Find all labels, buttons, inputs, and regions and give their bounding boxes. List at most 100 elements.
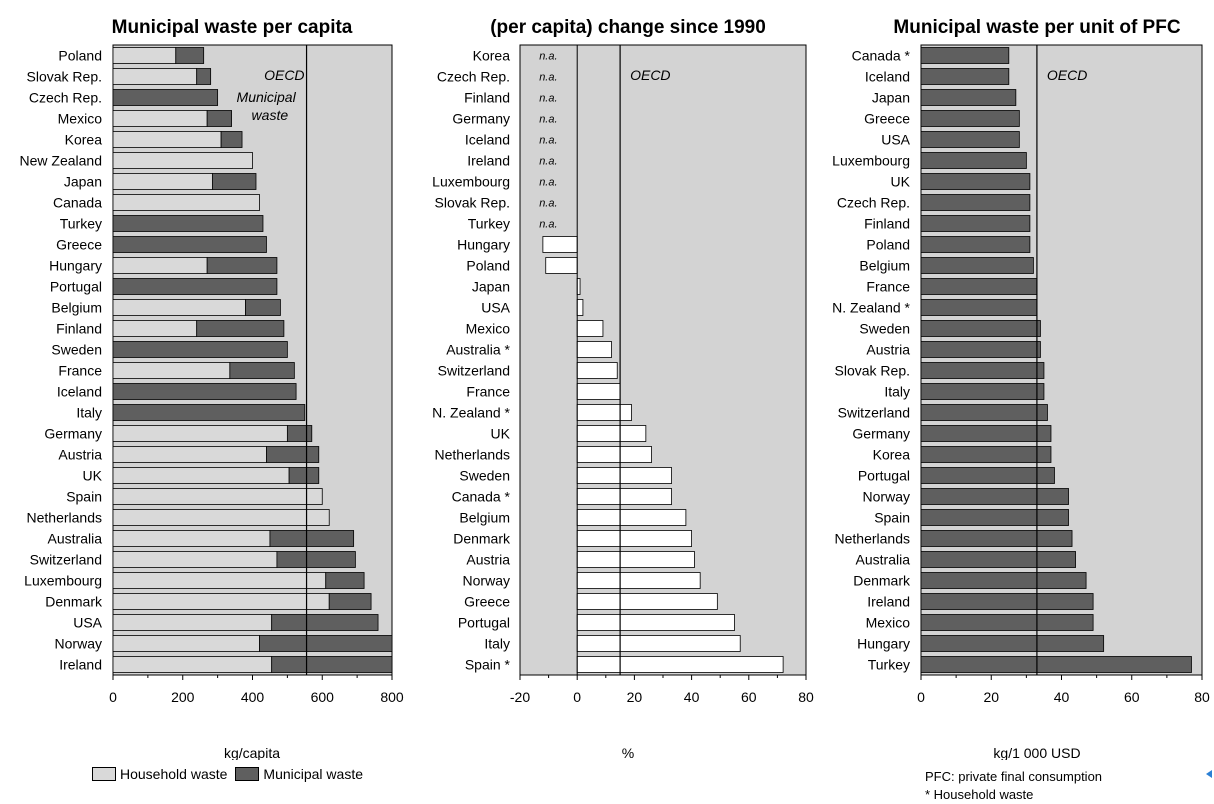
panel1-x-axis-label: kg/capita: [224, 745, 280, 760]
panel1-category-label: Canada: [53, 195, 102, 211]
panel1-category-label: Czech Rep.: [29, 90, 102, 106]
panel3-category-label: Korea: [873, 447, 911, 463]
panel2-bar: [576, 488, 672, 505]
panel2-bar: [576, 404, 632, 421]
panel1-oecd-label: OECD: [264, 67, 304, 83]
panel2-na-label: n.a.: [539, 114, 557, 126]
panel2-tick-label: 40: [684, 689, 700, 705]
panel1-category-label: UK: [83, 468, 103, 484]
panel1-oecd-label-3: waste: [252, 107, 289, 123]
legend-swatch-municipal: [235, 767, 260, 781]
panel1-category-label: Finland: [56, 321, 102, 337]
panel2-category-label: Poland: [466, 258, 510, 274]
panel1-bar-municipal: [112, 341, 288, 358]
panel2-bar: [576, 551, 695, 568]
panel1-bar-household: [112, 152, 253, 169]
panel2-na-label: n.a.: [539, 93, 557, 105]
panel2-category-label: France: [466, 384, 510, 400]
panel1-category-label: Switzerland: [30, 552, 102, 568]
panel2-oecd-label: OECD: [630, 67, 670, 83]
panel1-category-label: Poland: [58, 48, 102, 64]
panel1-category-label: Japan: [64, 174, 102, 190]
panel1-bar-municipal: [206, 257, 278, 274]
note-pfc: PFC: private final consumption: [925, 769, 1103, 784]
panel2-bar: [576, 467, 672, 484]
legend-label-household: Household waste: [120, 766, 228, 782]
panel3-category-label: Switzerland: [838, 405, 910, 421]
panel3-category-label: Poland: [866, 237, 910, 253]
panel3-bar: [920, 236, 1031, 253]
panel3-category-label: Iceland: [865, 69, 910, 85]
panel2-category-label: N. Zealand *: [432, 405, 510, 421]
panel3-category-label: Norway: [863, 489, 910, 505]
panel2-tick-label: 20: [627, 689, 643, 705]
panel1-category-label: Portugal: [50, 279, 102, 295]
panel2-category-label: Czech Rep.: [437, 69, 510, 85]
panel1-category-label: Italy: [76, 405, 102, 421]
panel2-bar: [576, 509, 687, 526]
panel1-bar-household: [112, 551, 278, 568]
panel1-bar-household: [112, 488, 323, 505]
panel3-bar: [920, 509, 1069, 526]
panel2-bar: [576, 530, 693, 547]
panel1-category-label: Ireland: [59, 657, 102, 673]
panel3-bar: [920, 404, 1048, 421]
panel1-category-label: Sweden: [51, 342, 102, 358]
panel1-category-label: Belgium: [51, 300, 102, 316]
panel3-category-label: Portugal: [858, 468, 910, 484]
panel2-category-label: Norway: [463, 573, 510, 589]
panel2-category-label: Korea: [473, 48, 511, 64]
panel2-category-label: Portugal: [458, 615, 510, 631]
panel2-category-label: Mexico: [466, 321, 511, 337]
panel2-category-label: Australia *: [446, 342, 510, 358]
panel3-bar: [920, 152, 1027, 169]
panel3-bar: [920, 173, 1031, 190]
panel1-category-label: Iceland: [57, 384, 102, 400]
panel3-bar: [920, 257, 1034, 274]
panel1-category-label: Denmark: [45, 594, 103, 610]
panel3-category-label: Luxembourg: [832, 153, 910, 169]
panel1-tick-label: 200: [171, 689, 195, 705]
legend-item-municipal: Municipal waste: [235, 766, 363, 782]
panel1-bar-household: [112, 656, 273, 673]
legend-swatch-household: [92, 767, 116, 781]
chart-panels: Municipal waste per capita Poland Slovak R…: [20, 17, 1210, 761]
panel3-bar: [920, 341, 1041, 358]
panel1-category-label: Korea: [65, 132, 103, 148]
panel3-category-label: Italy: [884, 384, 910, 400]
panel2-bar: [576, 383, 621, 400]
arrow-marker-icon: [1206, 770, 1212, 778]
panel1-bar-municipal: [211, 173, 257, 190]
panel2-tick-label: 80: [798, 689, 814, 705]
panel1-bar-household: [112, 572, 327, 589]
panel1-bar-municipal: [112, 236, 267, 253]
panel1-tick-label: 400: [241, 689, 265, 705]
panel2-na-label: n.a.: [539, 135, 557, 147]
panel1-bar-household: [112, 194, 260, 211]
panel1-oecd-label-2: Municipal: [237, 89, 297, 105]
panel1-bar-municipal: [229, 362, 295, 379]
panel1-category-label: Slovak Rep.: [27, 69, 102, 85]
panel1-bar-household: [112, 509, 330, 526]
panel3-bar: [920, 530, 1073, 547]
panel3-category-label: France: [866, 279, 910, 295]
panel2-category-label: Belgium: [459, 510, 510, 526]
panel1-category-label: Mexico: [58, 111, 103, 127]
panel1-category-label: Turkey: [60, 216, 102, 232]
panel3-tick-label: 60: [1124, 689, 1140, 705]
panel2-title: (per capita) change since 1990: [490, 17, 766, 38]
panel1-bar-household: [112, 257, 208, 274]
panel3-category-label: USA: [881, 132, 910, 148]
panel1-bar-household: [112, 173, 213, 190]
panel3-bar: [920, 278, 1038, 295]
note-household: * Household waste: [925, 787, 1034, 802]
panel3-bar: [920, 299, 1038, 316]
panel1-category-label: Spain: [66, 489, 102, 505]
panel1-tick-label: 800: [380, 689, 404, 705]
panel2-bar: [576, 299, 584, 316]
panel2-bar: [576, 320, 604, 337]
panel2-category-label: Italy: [484, 636, 510, 652]
panel1-category-label: Australia: [48, 531, 103, 547]
panel2-tick-label: -20: [510, 689, 530, 705]
panel1-bar-household: [112, 320, 198, 337]
